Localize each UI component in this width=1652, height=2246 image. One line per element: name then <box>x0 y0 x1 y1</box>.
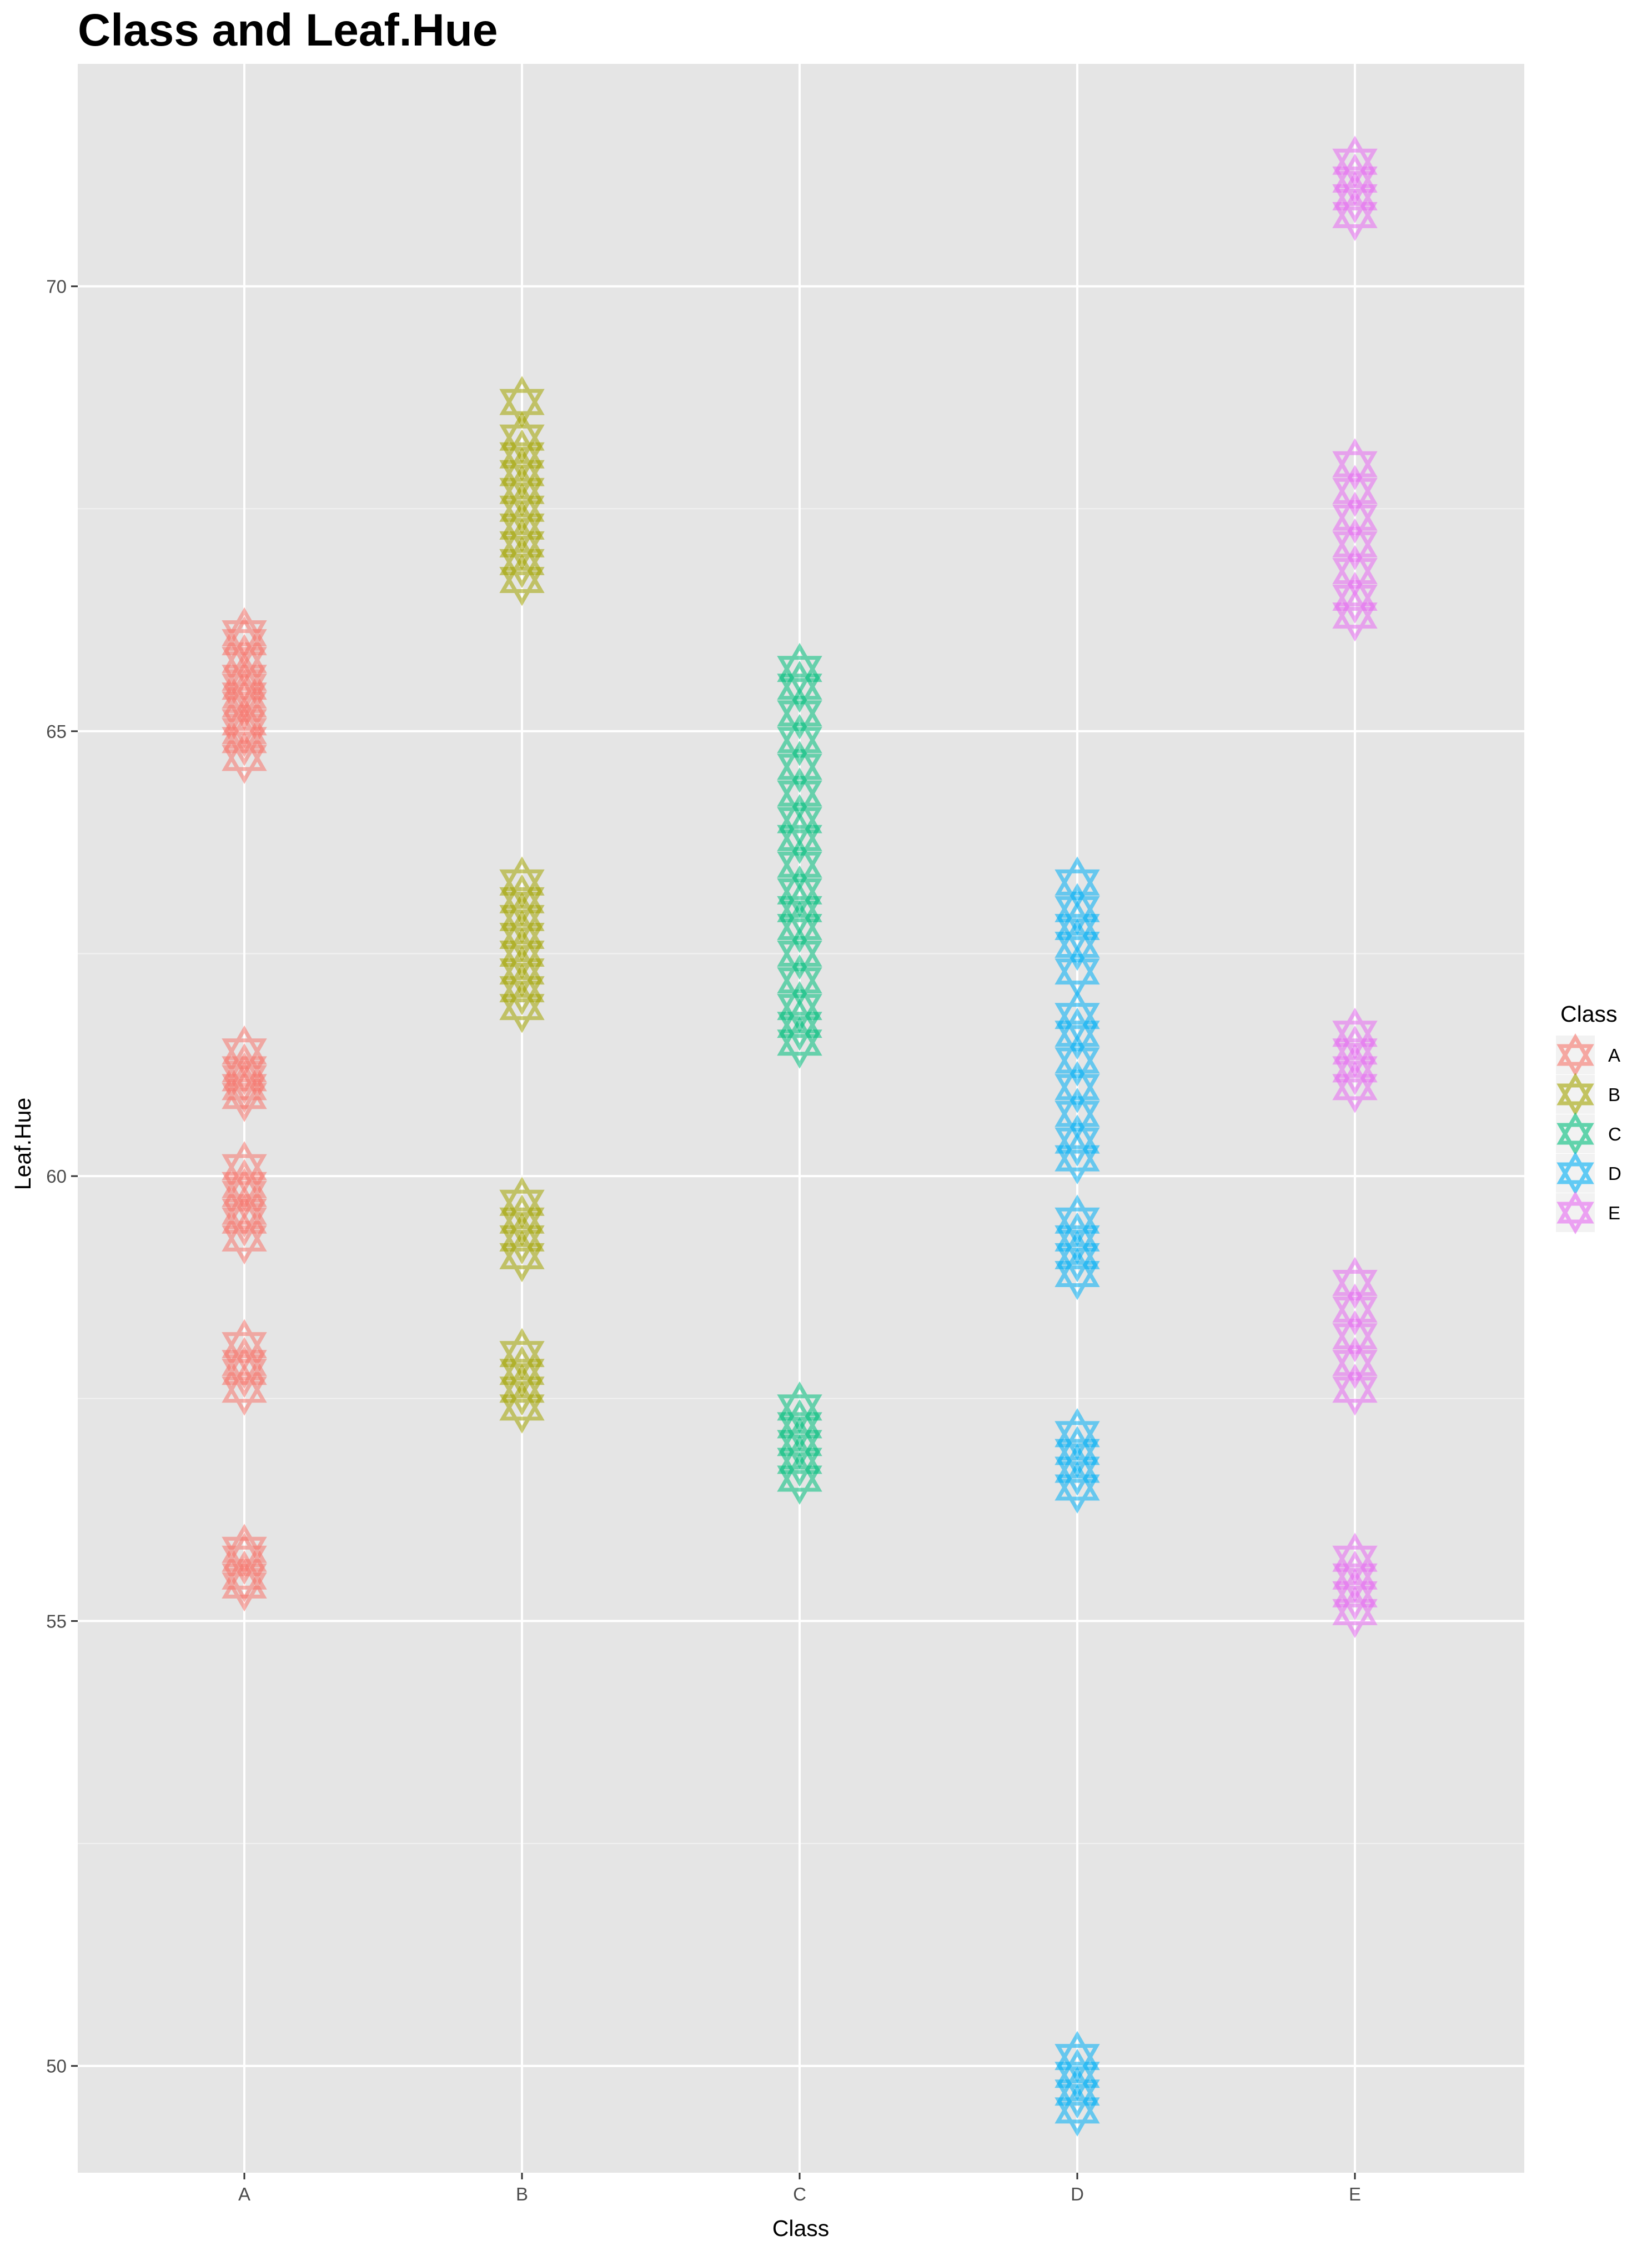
data-point <box>499 856 545 909</box>
data-point <box>1332 1532 1378 1585</box>
data-point <box>1055 1408 1100 1460</box>
data-point <box>1055 1194 1100 1247</box>
data-point <box>1332 518 1378 571</box>
legend-key-b <box>1556 1072 1594 1117</box>
x-tick-label: E <box>1349 2184 1361 2204</box>
x-tick-label: B <box>516 2184 528 2204</box>
data-point <box>1055 856 1100 909</box>
data-point <box>777 954 822 1007</box>
data-point <box>1332 1007 1378 1060</box>
data-point <box>222 1141 267 1194</box>
data-point <box>1055 1034 1100 1087</box>
data-point <box>777 740 822 793</box>
legend-key-bg <box>1556 1114 1595 1153</box>
data-point <box>1332 545 1378 597</box>
legend-label: C <box>1608 1124 1621 1144</box>
data-point <box>1332 438 1378 491</box>
data-point <box>1055 883 1100 936</box>
legend-title: Class <box>1560 1001 1618 1027</box>
data-point <box>777 927 822 980</box>
x-tick-label: D <box>1071 2184 1084 2204</box>
data-point <box>777 981 822 1033</box>
legend-key-bg <box>1556 1193 1595 1232</box>
legend-key-d <box>1556 1151 1594 1195</box>
y-axis-ticks: 50 55 60 65 70 <box>46 277 78 2077</box>
data-point <box>777 1381 822 1434</box>
data-point <box>1332 491 1378 544</box>
data-point <box>1332 135 1378 188</box>
data-point <box>777 865 822 918</box>
y-tick-label: 50 <box>46 2056 67 2077</box>
x-axis-ticks: A B C D E <box>238 2173 1361 2204</box>
x-axis-title: Class <box>772 2215 830 2241</box>
x-tick-label: A <box>238 2184 250 2204</box>
data-point <box>1055 1061 1100 1113</box>
data-point <box>1332 1283 1378 1336</box>
data-point <box>777 767 822 820</box>
legend-key-bg <box>1556 1075 1595 1114</box>
legend-label: E <box>1608 1203 1620 1223</box>
legend-label: B <box>1608 1084 1620 1105</box>
data-point <box>499 1177 545 1229</box>
data-point <box>777 838 822 891</box>
y-tick-label: 60 <box>46 1166 67 1187</box>
data-point <box>1055 1087 1100 1140</box>
data-point <box>1332 465 1378 517</box>
data-points <box>222 135 1378 2137</box>
legend-key-e <box>1556 1190 1594 1235</box>
y-tick-label: 65 <box>46 721 67 742</box>
data-point <box>1332 571 1378 624</box>
y-axis-title: Leaf.Hue <box>10 1098 36 1190</box>
x-tick-label: C <box>793 2184 806 2204</box>
data-point <box>1332 1310 1378 1363</box>
data-point <box>1332 1336 1378 1389</box>
data-point <box>499 375 545 428</box>
data-point <box>499 1328 545 1380</box>
data-point <box>777 642 822 695</box>
data-point <box>777 687 822 740</box>
data-point <box>1055 945 1100 998</box>
data-point <box>1055 1114 1100 1167</box>
legend-key-c <box>1556 1112 1594 1156</box>
data-point <box>777 714 822 766</box>
plot-panel <box>78 64 1524 2173</box>
legend-label: A <box>1608 1045 1620 1066</box>
chart-title: Class and Leaf.Hue <box>78 5 498 56</box>
grid-minor <box>78 508 1524 1845</box>
y-tick-label: 70 <box>46 277 67 297</box>
legend-label: D <box>1608 1163 1621 1184</box>
data-point <box>1055 2031 1100 2083</box>
legend-key-a <box>1556 1033 1594 1077</box>
legend-key-bg <box>1556 1036 1595 1074</box>
data-point <box>222 607 267 660</box>
data-point <box>222 1025 267 1078</box>
data-point <box>777 794 822 847</box>
data-point <box>1332 1363 1378 1416</box>
data-point <box>222 1524 267 1576</box>
data-point <box>1332 1257 1378 1309</box>
data-point <box>1055 989 1100 1042</box>
legend-key-bg <box>1556 1154 1595 1193</box>
data-point <box>222 1319 267 1371</box>
y-tick-label: 55 <box>46 1611 67 1631</box>
